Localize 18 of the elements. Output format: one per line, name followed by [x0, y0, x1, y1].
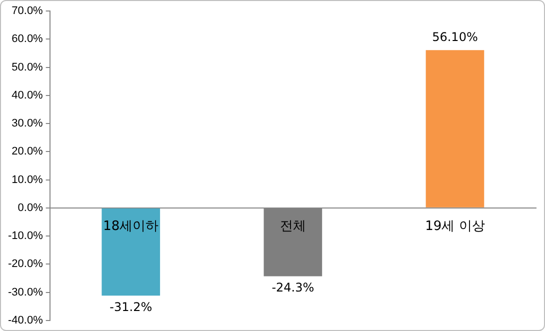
y-tick-label: 50.0%	[12, 61, 44, 74]
y-tick-label: -10.0%	[8, 230, 44, 242]
y-tick-label: 20.0%	[12, 146, 44, 158]
y-tick-label: -30.0%	[8, 286, 44, 298]
x-tick-label: 19세 이상	[425, 218, 485, 234]
x-tick-label: 전체	[280, 218, 306, 234]
y-tick-label: 0.0%	[18, 202, 44, 214]
data-label: 56.10%	[432, 30, 478, 44]
y-tick-label: 60.0%	[12, 33, 44, 46]
y-tick-label: 10.0%	[12, 174, 44, 186]
y-tick-label: -20.0%	[8, 258, 44, 270]
x-tick-label: 18세이하	[103, 218, 159, 234]
y-tick-label: -40.0%	[8, 314, 44, 326]
y-tick-label: 70.0%	[12, 5, 44, 18]
data-label: -31.2%	[110, 300, 152, 314]
y-tick-label: 40.0%	[12, 89, 44, 102]
y-tick-label: 30.0%	[12, 118, 44, 130]
data-label: -24.3%	[272, 280, 314, 294]
